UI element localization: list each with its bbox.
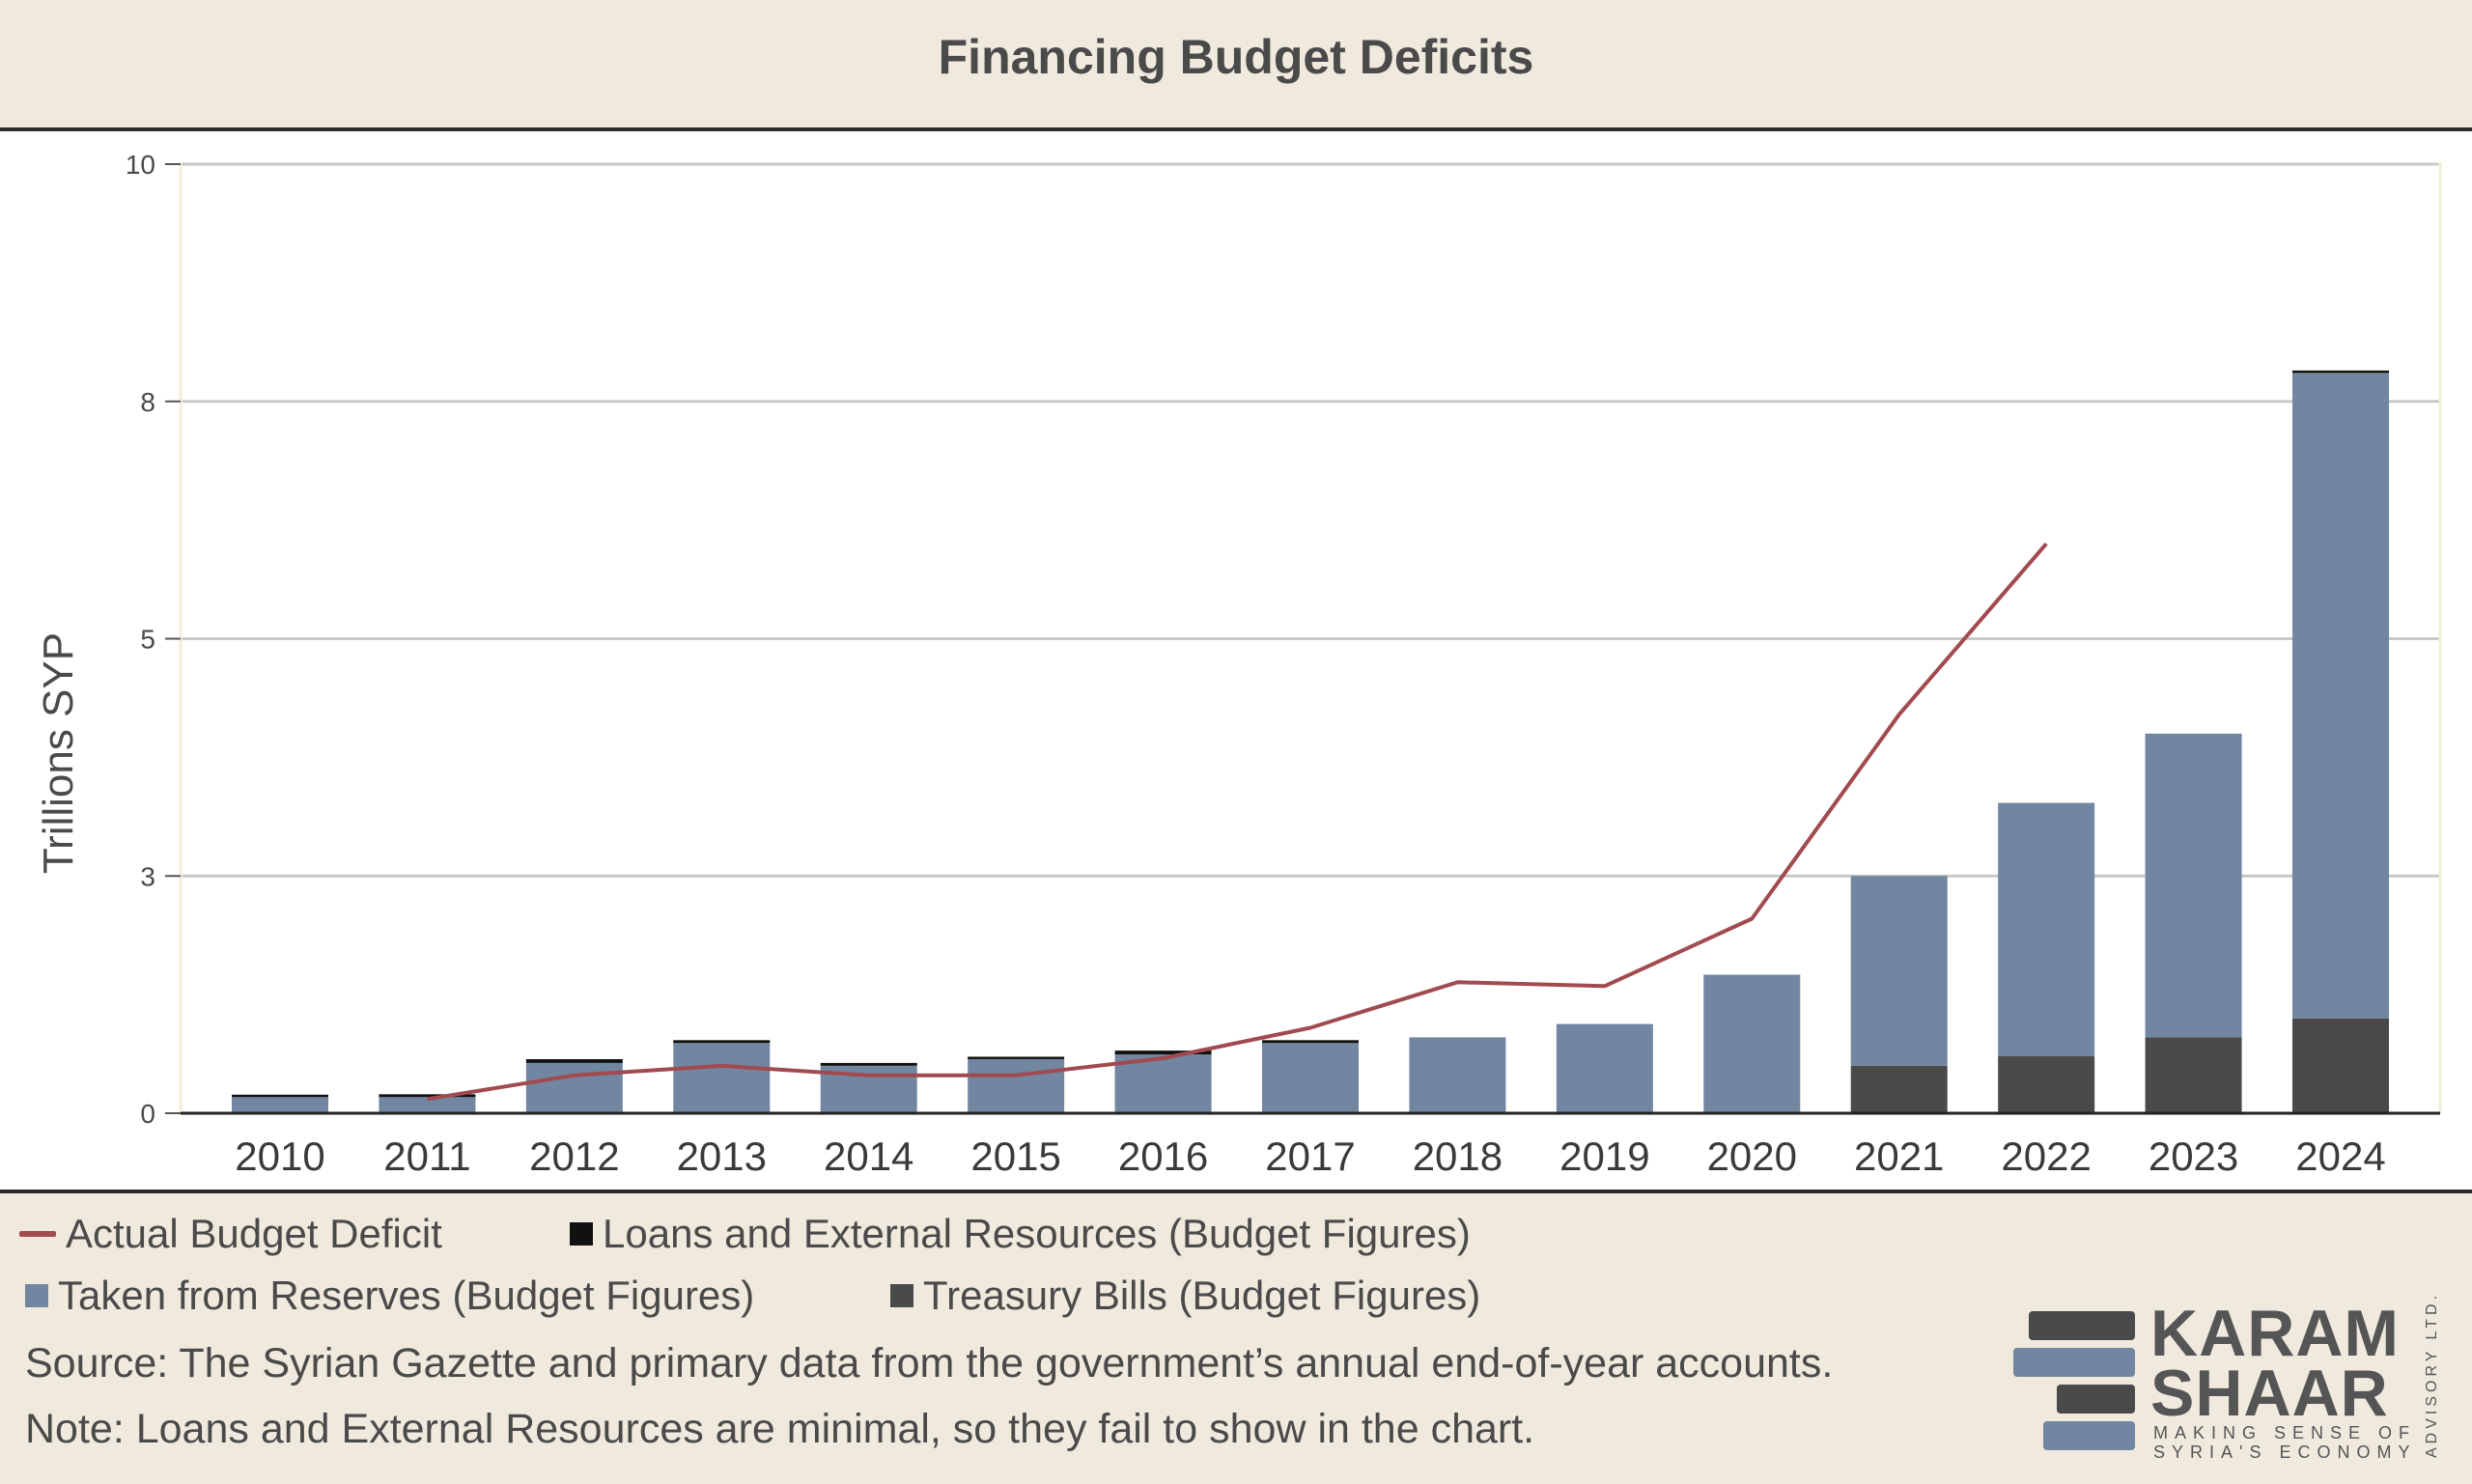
legend: Actual Budget Deficit Loans and External… (0, 1197, 2472, 1484)
bar-reserves-2015 (968, 1058, 1065, 1113)
line-layer (427, 542, 2048, 1102)
karam-shaar-logo: KARAM SHAAR MAKING SENSE OF SYRIA'S ECON… (2008, 1292, 2440, 1468)
axis-layer: 0 3 5 8 10 2010 2011 2012 2013 2014 2015 2016 2017 20… (126, 150, 2442, 1179)
x-tick-label: 2015 (970, 1134, 1060, 1179)
bar-reserves-2024 (2292, 373, 2389, 1019)
bar-treasury-bills-2022 (1998, 1056, 2095, 1113)
footnote: Note: Loans and External Resources are m… (25, 1406, 1535, 1452)
chart-svg: 0 3 5 8 10 2010 2011 2012 2013 2014 2015 2016 2017 20… (35, 150, 2442, 1179)
bar-reserves-2010 (232, 1097, 328, 1113)
bar-reserves-2018 (1409, 1037, 1506, 1113)
source-note: Source: The Syrian Gazette and primary d… (25, 1340, 1834, 1386)
legend-swatch-reserves (25, 1284, 48, 1307)
bar-loans-2010 (232, 1094, 328, 1098)
bar-loans-2012 (525, 1058, 623, 1063)
plot-panel: 0 3 5 8 10 2010 2011 2012 2013 2014 2015 2016 2017 20… (0, 131, 2472, 1193)
legend-label: Taken from Reserves (Budget Figures) (58, 1273, 755, 1318)
bar-loans-2015 (968, 1056, 1065, 1059)
y-tick-label: 8 (140, 387, 155, 417)
bar-reserves-2020 (1703, 974, 1801, 1113)
x-tick-label: 2020 (1707, 1134, 1797, 1179)
x-tick-label: 2019 (1559, 1134, 1649, 1179)
bar-reserves-2012 (525, 1062, 623, 1113)
bar-treasury-bills-2024 (2292, 1018, 2389, 1113)
logo-name: KARAM SHAAR (2150, 1297, 2401, 1430)
title-bar: Financing Budget Deficits (0, 0, 2472, 131)
logo-bar (2013, 1348, 2135, 1377)
bar-reserves-2016 (1114, 1054, 1212, 1113)
x-tick-label: 2010 (235, 1134, 324, 1179)
x-tick-label: 2024 (2295, 1134, 2385, 1179)
bar-treasury-bills-2023 (2145, 1037, 2242, 1113)
bar-loans-2014 (820, 1062, 917, 1066)
x-tick-label: 2016 (1118, 1134, 1208, 1179)
y-tick-label: 0 (140, 1099, 155, 1129)
x-tick-label: 2013 (677, 1134, 767, 1179)
y-tick-label: 3 (140, 861, 155, 891)
legend-swatch-actual-deficit (19, 1231, 56, 1237)
legend-label: Loans and External Resources (Budget Fig… (603, 1211, 1471, 1256)
logo-bar (2057, 1385, 2135, 1414)
bar-reserves-2023 (2145, 733, 2242, 1038)
logo-bar (2043, 1421, 2135, 1450)
chart-title: Financing Budget Deficits (938, 30, 1534, 84)
x-tick-label: 2017 (1265, 1134, 1355, 1179)
y-tick-label: 5 (140, 625, 155, 655)
bar-reserves-2013 (673, 1043, 771, 1113)
x-tick-label: 2022 (2001, 1134, 2091, 1179)
bars-layer (232, 370, 2389, 1113)
logo-side-text: ADVISORY LTD. (2424, 1291, 2440, 1458)
x-tick-label: 2021 (1854, 1134, 1944, 1179)
x-tick-label: 2012 (529, 1134, 619, 1179)
legend-label: Actual Budget Deficit (66, 1211, 442, 1256)
bar-loans-2024 (2292, 370, 2389, 374)
bar-loans-2013 (673, 1040, 771, 1044)
legend-item-loans: Loans and External Resources (Budget Fig… (570, 1211, 1471, 1257)
legend-item-reserves: Taken from Reserves (Budget Figures) (25, 1273, 754, 1319)
legend-label: Treasury Bills (Budget Figures) (923, 1273, 1481, 1318)
logo-name-line2: SHAAR (2150, 1357, 2389, 1430)
legend-swatch-treasury-bills (890, 1284, 913, 1307)
logo-tagline: MAKING SENSE OF SYRIA'S ECONOMY (2153, 1423, 2417, 1462)
x-tick-label: 2011 (383, 1134, 470, 1179)
bar-treasury-bills-2021 (1850, 1065, 1948, 1113)
bar-reserves-2017 (1262, 1043, 1359, 1113)
x-tick-label: 2023 (2149, 1134, 2238, 1179)
bar-reserves-2021 (1850, 876, 1948, 1066)
x-tick-label: 2014 (824, 1134, 913, 1179)
bar-loans-2017 (1262, 1040, 1359, 1044)
legend-item-treasury-bills: Treasury Bills (Budget Figures) (890, 1273, 1480, 1319)
legend-item-actual-deficit: Actual Budget Deficit (19, 1211, 442, 1257)
bar-reserves-2011 (379, 1097, 476, 1113)
logo-name-line1: KARAM (2150, 1297, 2401, 1370)
bar-reserves-2019 (1556, 1023, 1653, 1113)
line-actual-budget-deficit (427, 542, 2048, 1102)
bar-loans-2011 (379, 1094, 476, 1098)
bar-loans-2016 (1114, 1050, 1212, 1055)
grid-layer (181, 162, 2440, 878)
x-tick-label: 2018 (1413, 1134, 1503, 1179)
y-axis-label: Trillions SYP (35, 632, 82, 874)
legend-swatch-loans (570, 1222, 593, 1246)
bar-reserves-2022 (1998, 802, 2095, 1057)
logo-bar (2029, 1311, 2135, 1340)
y-tick-label: 10 (126, 150, 155, 180)
